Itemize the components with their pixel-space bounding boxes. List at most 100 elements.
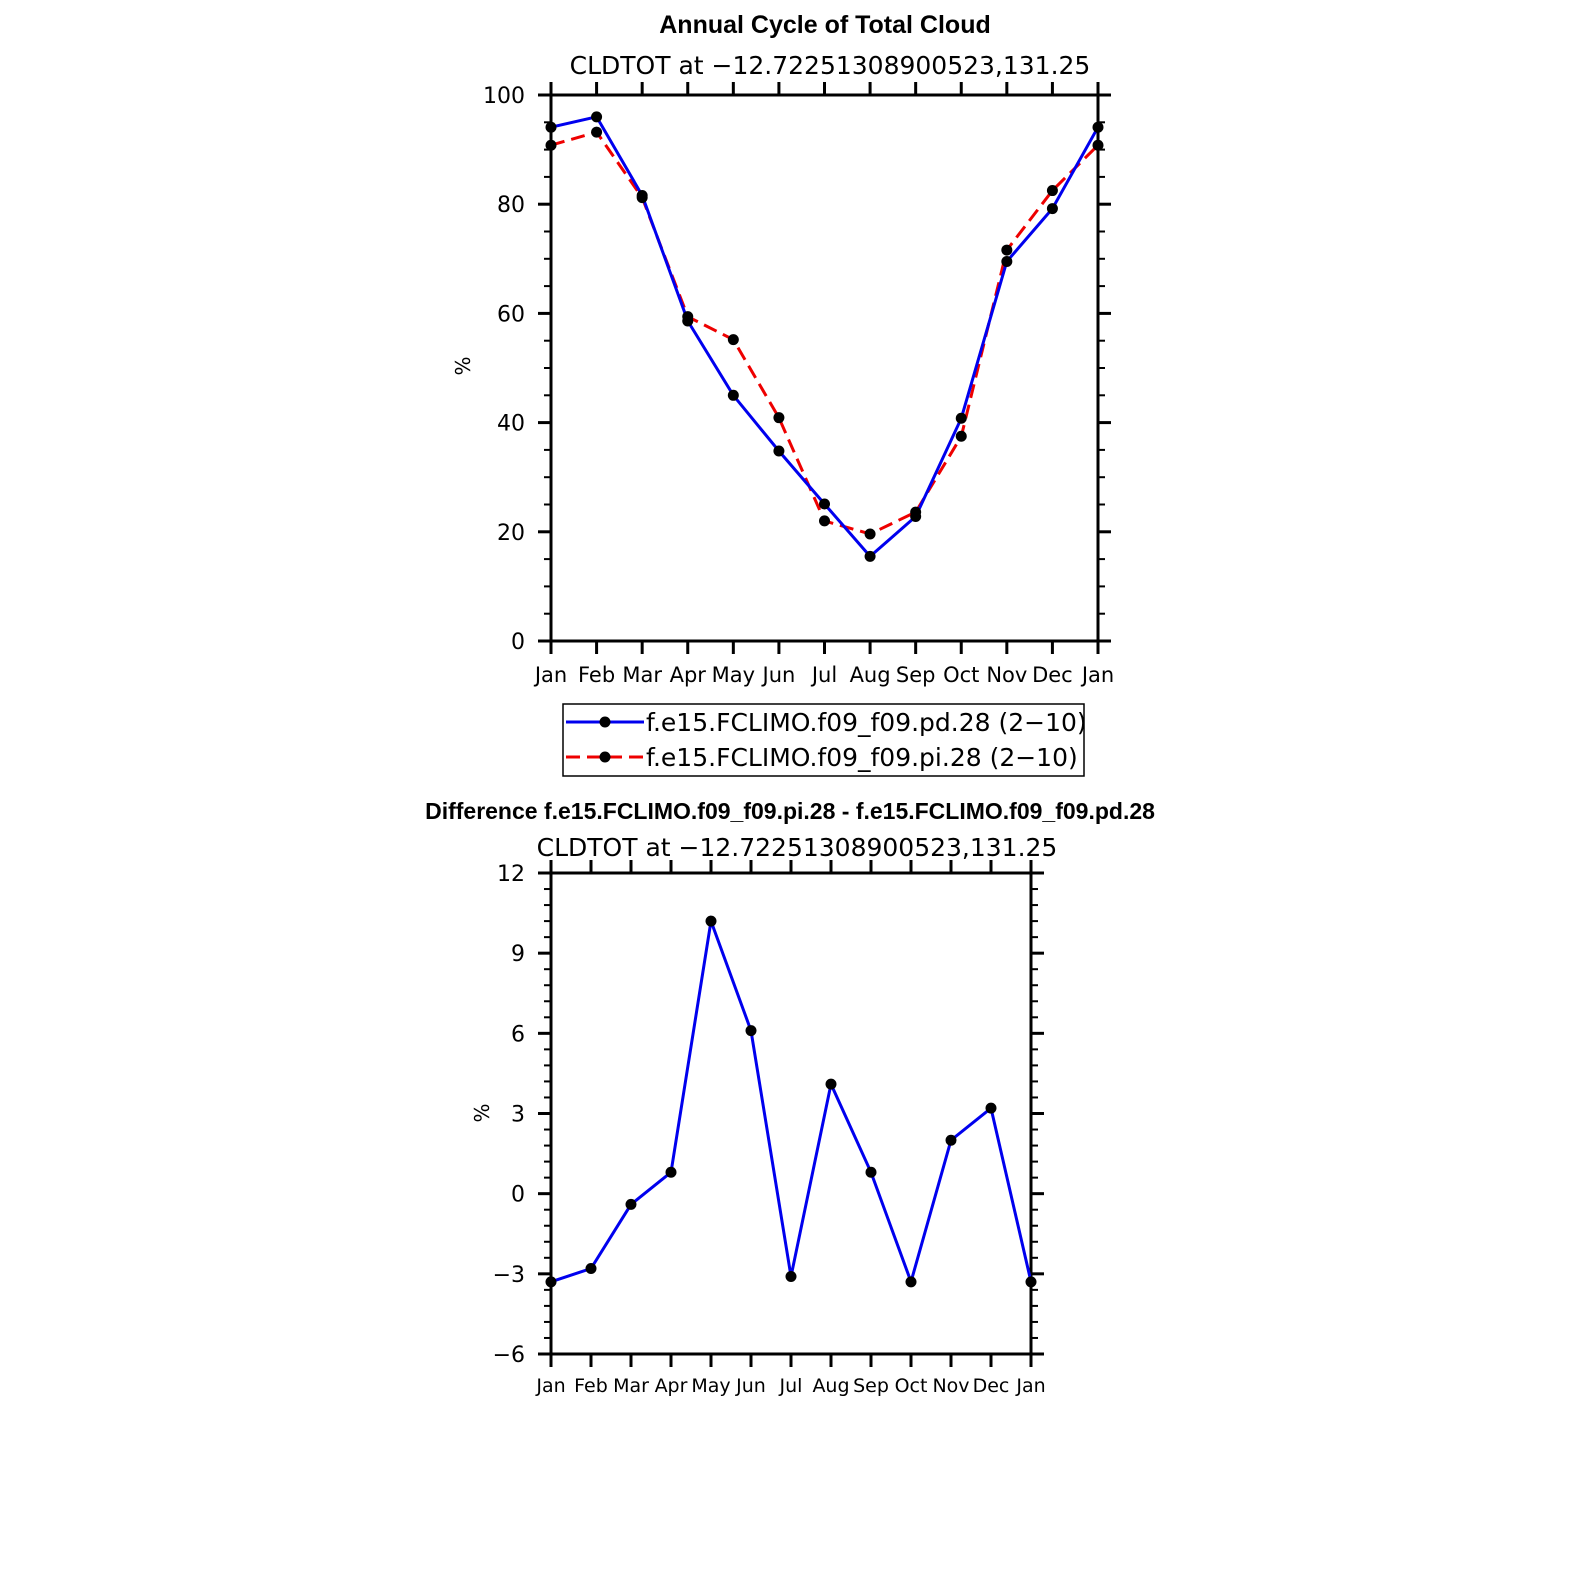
y-tick-labels: 0 20 40 60 80 100 [483,84,525,655]
legend-marker-pi [599,751,611,763]
y-tick-label: 12 [497,862,525,887]
y-tick-label: −3 [493,1263,525,1288]
data-point [819,515,830,527]
data-point [1001,256,1013,268]
y-tick-label: 3 [511,1103,525,1128]
legend: f.e15.FCLIMO.f09_f09.pd.28 (2−10) f.e15.… [562,703,1087,777]
series-markers-pi [545,126,1104,540]
x-tick-label: Sep [896,663,936,687]
x-tick-label: Jan [1080,663,1114,687]
legend-marker-pd [599,716,611,728]
data-point [1001,244,1013,256]
data-point [785,1271,797,1283]
x-tick-label: Feb [578,663,615,687]
data-point [591,126,603,138]
data-point [682,315,694,327]
data-point [1046,203,1058,215]
x-tick-label: Jun [761,663,796,687]
x-tick-label: Sep [853,1375,889,1397]
legend-label-pd: f.e15.FCLIMO.f09_f09.pd.28 (2−10) [646,708,1087,737]
x-tick-label: May [691,1375,730,1397]
data-point [910,511,922,523]
data-point [545,121,557,133]
y-tick-label: 60 [497,302,525,327]
x-tick-label: Jan [533,663,567,687]
difference-panel: Difference f.e15.FCLIMO.f09_f09.pi.28 - … [425,798,1155,1397]
x-tick-label: Dec [973,1375,1010,1397]
data-point [945,1134,957,1146]
x-tick-label: Jul [779,1375,803,1397]
data-point [955,430,967,442]
data-point [665,1166,677,1178]
data-point [773,412,785,424]
data-point [985,1102,997,1114]
data-point [1092,121,1104,133]
x-tick-label: Apr [670,663,707,687]
y-tick-label: 0 [511,630,525,655]
data-point [585,1262,597,1274]
data-point [625,1198,637,1210]
x-tick-label: Feb [574,1375,608,1397]
series-line-pi [550,130,1100,536]
data-point [727,334,739,346]
minor-ticks [544,94,1105,642]
data-point [636,189,648,201]
y-tick-label: 80 [497,193,525,218]
x-tick-label: Oct [895,1375,928,1397]
series-markers-difference [545,915,1037,1288]
data-point [864,550,876,562]
plot-frame [549,871,1033,1356]
data-point [865,1166,877,1178]
y-tick-labels: −6 −3 0 3 6 9 12 [493,862,525,1368]
x-tick-label: Dec [1032,663,1073,687]
x-tick-labels: Jan Feb Mar Apr May Jun Jul Aug Sep Oct Nov Dec Jan [533,663,1114,687]
x-tick-label: Jul [810,663,837,687]
chart-title: Annual Cycle of Total Cloud [659,11,990,39]
data-point [1046,185,1058,197]
y-tick-label: 100 [483,84,525,109]
x-tick-label: Apr [655,1375,688,1397]
data-point [591,111,603,123]
chart-title: Difference f.e15.FCLIMO.f09_f09.pi.28 - … [425,798,1155,824]
x-tick-label: Oct [943,663,979,687]
y-tick-label: 9 [511,942,525,967]
series-markers-pd [545,111,1104,562]
major-ticks [538,860,1044,1367]
annual-cycle-panel: Annual Cycle of Total Cloud CLDTOT at −1… [451,11,1114,777]
data-point [727,389,739,401]
x-tick-label: May [712,663,755,687]
legend-box [562,703,1085,777]
data-point [545,139,557,151]
y-tick-label: 0 [511,1183,525,1208]
data-point [705,915,717,927]
y-tick-label: 6 [511,1022,525,1047]
x-tick-label: Mar [622,663,662,687]
x-tick-label: Jan [535,1375,565,1397]
data-point [1025,1276,1037,1288]
series-line-difference [550,915,1033,1287]
data-point [1092,139,1104,151]
chart-subtitle: CLDTOT at −12.72251308900523,131.25 [570,51,1091,80]
data-point [864,528,876,540]
chart-subtitle: CLDTOT at −12.72251308900523,131.25 [537,833,1058,862]
data-point [955,412,967,424]
major-ticks [538,82,1111,654]
y-tick-label: −6 [493,1343,525,1368]
x-tick-labels: Jan Feb Mar Apr May Jun Jul Aug Sep Oct Nov Dec Jan [535,1375,1045,1397]
data-point [773,445,785,457]
y-tick-label: 20 [497,521,525,546]
x-tick-label: Jun [735,1375,766,1397]
y-axis-label: % [451,356,475,375]
x-tick-label: Aug [812,1375,849,1397]
x-tick-label: Nov [932,1375,969,1397]
y-axis-label: % [470,1103,494,1122]
x-tick-label: Aug [850,663,891,687]
legend-label-pi: f.e15.FCLIMO.f09_f09.pi.28 (2−10) [646,743,1078,772]
data-point [819,498,830,510]
data-point [905,1276,917,1288]
data-point [745,1025,757,1037]
y-tick-label: 40 [497,412,525,437]
x-tick-label: Nov [986,663,1027,687]
data-point [545,1276,557,1288]
